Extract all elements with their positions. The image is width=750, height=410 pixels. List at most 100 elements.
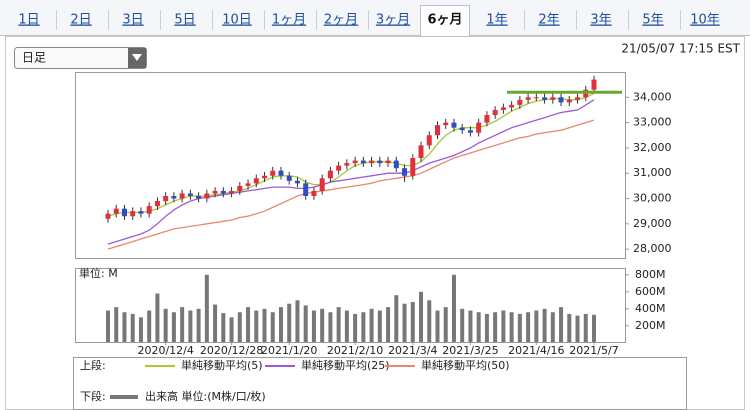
volume-tick-label: 800M (635, 268, 666, 281)
volume-bar (270, 312, 275, 342)
moving-average-line (107, 92, 595, 217)
legend-box (73, 357, 687, 410)
tab[interactable]: 1ヶ月 (272, 13, 306, 28)
candle-body (591, 79, 597, 90)
volume-bar (353, 313, 358, 342)
volume-bar (188, 310, 193, 342)
candle-body (187, 193, 193, 196)
tab[interactable]: 3ヶ月 (376, 13, 410, 28)
candle-body (385, 160, 391, 164)
volume-bar (361, 312, 366, 342)
volume-bar (344, 310, 349, 342)
tab[interactable]: 5日 (174, 13, 195, 28)
tab[interactable]: 2ヶ月 (324, 13, 358, 28)
volume-bar (517, 313, 522, 342)
candle-body (459, 127, 465, 131)
tab[interactable]: 5年 (642, 13, 663, 28)
volume-bar (451, 274, 456, 342)
tab[interactable]: 3日 (122, 13, 143, 28)
volume-bar (386, 307, 391, 342)
candle-body (484, 115, 490, 123)
candle-body (130, 211, 136, 217)
candle-body (278, 170, 284, 176)
volume-tick-label: 400M (635, 302, 666, 315)
volume-bar (435, 310, 440, 342)
candle-body (171, 196, 177, 199)
candle-body (434, 125, 440, 136)
y-tick-label: 29,000 (633, 217, 672, 230)
volume-bar (221, 313, 226, 342)
tab[interactable]: 1年 (486, 13, 507, 28)
x-tick-label: 2021/4/16 (508, 344, 564, 357)
candle-body (542, 97, 548, 100)
tab[interactable]: 6ヶ月 (427, 13, 462, 28)
legend-upper-label: 上段: (80, 358, 106, 372)
volume-bar (460, 308, 465, 342)
volume-bar (526, 312, 531, 342)
candle-body (575, 97, 581, 100)
legend-label: 単純移動平均(5) (181, 358, 263, 372)
tab[interactable]: 2年 (538, 13, 559, 28)
volume-bar (130, 313, 135, 342)
x-tick-label: 2021/5/7 (569, 344, 618, 357)
candle-body (311, 190, 317, 196)
candle-body (270, 170, 276, 176)
volume-bar (254, 310, 259, 342)
volume-bar (567, 313, 572, 342)
candle-body (558, 97, 564, 103)
volume-bar (163, 308, 168, 342)
volume-bar (246, 307, 251, 342)
legend-label: 出来高 単位:(M株/口/枚) (145, 389, 266, 403)
volume-bar (534, 310, 539, 342)
volume-bar (311, 310, 316, 342)
volume-tick-label: 600M (635, 285, 666, 298)
candle-body (294, 180, 300, 184)
candle-body (196, 196, 202, 199)
candle-body (426, 135, 432, 146)
candle-body (467, 130, 473, 133)
tab[interactable]: 2日 (70, 13, 91, 28)
volume-bar (402, 303, 407, 342)
dropdown-arrow (132, 54, 142, 61)
volume-bar (443, 307, 448, 342)
volume-bar (468, 310, 473, 342)
tab[interactable]: 10日 (222, 13, 252, 28)
volume-bar (377, 310, 382, 342)
candle-body (229, 190, 235, 194)
y-tick-label: 33,000 (633, 116, 672, 129)
candle-body (451, 122, 457, 128)
volume-unit: 単位: M (79, 266, 118, 280)
candle-body (352, 160, 358, 164)
y-tick-label: 32,000 (633, 141, 672, 154)
volume-bar (542, 308, 547, 342)
tab[interactable]: 1日 (18, 13, 39, 28)
volume-bar (583, 313, 588, 342)
volume-bar (138, 317, 143, 342)
candle-body (146, 206, 152, 214)
volume-bar (147, 310, 152, 342)
y-tick-label: 28,000 (633, 242, 672, 255)
candle-body (303, 183, 309, 196)
volume-bar (278, 307, 283, 342)
x-tick-label: 2021/1/20 (261, 344, 317, 357)
dropdown-label[interactable]: 日足 (22, 51, 46, 65)
volume-bar (204, 274, 209, 342)
volume-bar (303, 305, 308, 342)
tab[interactable]: 3年 (590, 13, 611, 28)
legend-label: 単純移動平均(25) (301, 358, 390, 372)
candle-body (327, 170, 333, 179)
candle-body (286, 175, 292, 181)
x-tick-label: 2021/2/10 (327, 344, 383, 357)
moving-average-line (107, 99, 595, 245)
volume-bar (575, 315, 580, 342)
tab[interactable]: 10年 (690, 13, 720, 28)
volume-bar (493, 312, 498, 342)
candle-body (253, 178, 259, 184)
volume-bar (287, 303, 292, 342)
dropdown[interactable] (14, 47, 147, 69)
volume-bar (328, 312, 333, 342)
candle-body (121, 208, 127, 217)
candle-body (237, 185, 243, 191)
tab-bar (0, 0, 750, 36)
